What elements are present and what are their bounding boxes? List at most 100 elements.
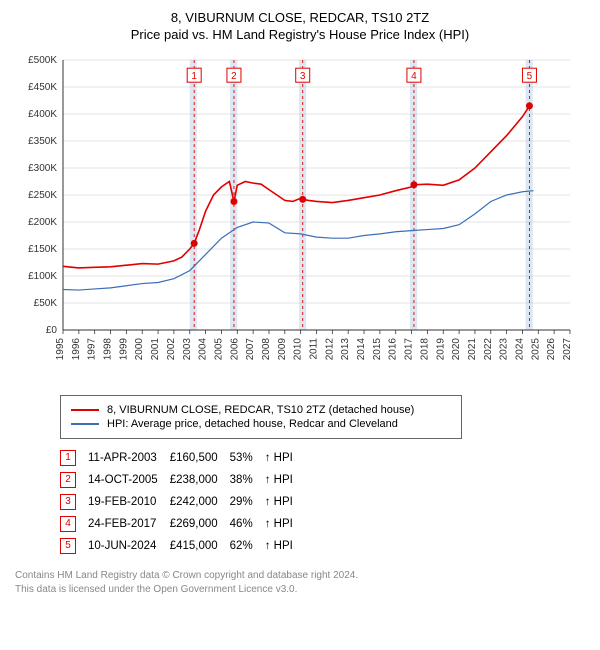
sale-num-cell: 2 [60,469,88,491]
svg-text:2018: 2018 [419,338,430,361]
svg-text:£50K: £50K [34,298,58,309]
sale-num-cell: 4 [60,513,88,535]
sale-price: £269,000 [170,513,230,535]
svg-text:2005: 2005 [213,338,224,361]
svg-text:1996: 1996 [71,338,82,361]
series-hpi [63,191,534,290]
sale-date: 11-APR-2003 [88,447,170,469]
sale-marker [191,240,198,247]
sale-date: 10-JUN-2024 [88,535,170,557]
svg-text:1: 1 [191,71,197,82]
svg-text:2007: 2007 [245,338,256,361]
svg-text:£300K: £300K [28,163,57,174]
sale-pct: 62% [230,535,265,557]
svg-text:3: 3 [300,71,306,82]
svg-text:2013: 2013 [340,338,351,361]
sale-date: 24-FEB-2017 [88,513,170,535]
sale-num-box: 3 [60,494,76,510]
svg-text:2016: 2016 [388,338,399,361]
chart-title-block: 8, VIBURNUM CLOSE, REDCAR, TS10 2TZ Pric… [15,10,585,42]
svg-text:2022: 2022 [483,338,494,361]
sale-pct: 46% [230,513,265,535]
legend-item: 8, VIBURNUM CLOSE, REDCAR, TS10 2TZ (det… [71,404,451,416]
svg-text:£250K: £250K [28,190,57,201]
svg-text:2017: 2017 [404,338,415,361]
table-row: 111-APR-2003£160,50053%↑ HPI [60,447,305,469]
svg-text:£150K: £150K [28,244,57,255]
svg-text:2026: 2026 [546,338,557,361]
svg-text:£200K: £200K [28,217,57,228]
legend-item: HPI: Average price, detached house, Redc… [71,418,451,430]
svg-text:£450K: £450K [28,82,57,93]
svg-text:£350K: £350K [28,136,57,147]
svg-text:2014: 2014 [356,338,367,361]
svg-text:2000: 2000 [134,338,145,361]
chart-title-sub: Price paid vs. HM Land Registry's House … [15,27,585,42]
svg-text:4: 4 [411,71,417,82]
sale-rel: ↑ HPI [265,469,305,491]
sale-num-box: 4 [60,516,76,532]
svg-text:2012: 2012 [324,338,335,361]
sale-pct: 29% [230,491,265,513]
legend-label: HPI: Average price, detached house, Redc… [107,418,398,430]
chart-container: £0£50K£100K£150K£200K£250K£300K£350K£400… [15,50,585,385]
svg-text:2003: 2003 [182,338,193,361]
svg-text:2001: 2001 [150,338,161,361]
sale-price: £242,000 [170,491,230,513]
sale-num-box: 5 [60,538,76,554]
table-row: 3 19-FEB-2010£242,00029%↑ HPI [60,491,305,513]
sale-num-cell: 5 [60,535,88,557]
sale-pct: 53% [230,447,265,469]
svg-text:£500K: £500K [28,55,57,66]
legend-box: 8, VIBURNUM CLOSE, REDCAR, TS10 2TZ (det… [60,395,462,439]
svg-text:2006: 2006 [229,338,240,361]
sale-marker [410,181,417,188]
table-row: 2 14-OCT-2005£238,00038%↑ HPI [60,469,305,491]
svg-text:2024: 2024 [514,338,525,361]
table-row: 5 10-JUN-2024£415,00062%↑ HPI [60,535,305,557]
sale-price: £415,000 [170,535,230,557]
svg-text:2019: 2019 [435,338,446,361]
price-chart: £0£50K£100K£150K£200K£250K£300K£350K£400… [15,50,575,380]
legend-line-icon [71,409,99,411]
sale-date: 19-FEB-2010 [88,491,170,513]
sale-rel: ↑ HPI [265,513,305,535]
footer-line1: Contains HM Land Registry data © Crown c… [15,569,585,583]
legend-label: 8, VIBURNUM CLOSE, REDCAR, TS10 2TZ (det… [107,404,414,416]
svg-text:£0: £0 [46,325,58,336]
svg-text:2021: 2021 [467,338,478,361]
legend-line-icon [71,423,99,425]
sale-date: 14-OCT-2005 [88,469,170,491]
sale-num-box: 2 [60,472,76,488]
svg-text:2015: 2015 [372,338,383,361]
svg-text:2010: 2010 [293,338,304,361]
sale-marker [299,196,306,203]
svg-text:2008: 2008 [261,338,272,361]
svg-text:1997: 1997 [87,338,98,361]
svg-text:2020: 2020 [451,338,462,361]
svg-text:2023: 2023 [499,338,510,361]
svg-text:£100K: £100K [28,271,57,282]
svg-text:1999: 1999 [118,338,129,361]
svg-text:2004: 2004 [198,338,209,361]
svg-text:2: 2 [231,71,237,82]
svg-text:1998: 1998 [103,338,114,361]
footer-line2: This data is licensed under the Open Gov… [15,583,585,597]
svg-text:5: 5 [527,71,533,82]
sale-pct: 38% [230,469,265,491]
sale-price: £238,000 [170,469,230,491]
svg-text:2011: 2011 [309,338,320,360]
sale-rel: ↑ HPI [265,491,305,513]
svg-text:2027: 2027 [562,338,573,361]
sale-rel: ↑ HPI [265,535,305,557]
footer-attribution: Contains HM Land Registry data © Crown c… [15,569,585,597]
sale-price: £160,500 [170,447,230,469]
sale-rel: ↑ HPI [265,447,305,469]
table-row: 4 24-FEB-2017£269,00046%↑ HPI [60,513,305,535]
sales-table: 111-APR-2003£160,50053%↑ HPI 2 14-OCT-2005… [60,447,305,557]
sale-num-cell: 3 [60,491,88,513]
sale-marker [230,198,237,205]
svg-text:2002: 2002 [166,338,177,361]
sale-marker [526,102,533,109]
svg-text:1995: 1995 [55,338,66,361]
